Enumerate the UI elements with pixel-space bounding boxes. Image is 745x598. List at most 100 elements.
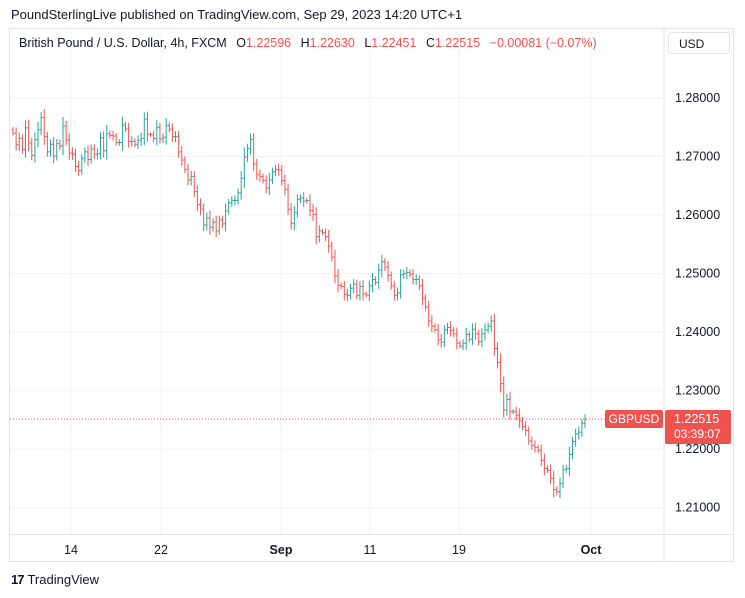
ohlc-bar: [77, 161, 81, 176]
ohlc-bar: [208, 210, 212, 235]
ohlc-bar: [474, 323, 478, 341]
legend-change: −0.00081 (−0.07%): [489, 36, 597, 50]
ohlc-bar: [180, 145, 184, 167]
ohlc-bar: [58, 139, 62, 151]
ohlc-bar: [158, 122, 162, 144]
ohlc-bar: [399, 268, 403, 299]
legend-low-value: 1.22451: [371, 36, 417, 50]
legend-open-label: O: [236, 36, 246, 50]
ohlc-bar: [570, 436, 574, 460]
ohlc-bar: [39, 111, 43, 135]
y-tick-label: 1.27000: [675, 150, 720, 164]
ohlc-bar: [520, 417, 524, 431]
ohlc-bar: [233, 195, 237, 206]
ohlc-bar: [452, 326, 456, 338]
ohlc-bar: [314, 207, 318, 245]
ohlc-bar: [352, 278, 356, 294]
ohlc-bar: [461, 339, 465, 351]
ohlc-bar: [495, 342, 499, 369]
ohlc-bar: [552, 470, 556, 498]
legend-high-value: 1.22630: [309, 36, 355, 50]
y-tick-label: 1.22000: [675, 442, 720, 456]
ohlc-bar: [342, 280, 346, 301]
ohlc-bar: [102, 131, 106, 158]
ohlc-bar: [317, 225, 321, 243]
ohlc-bar: [389, 271, 393, 290]
ohlc-bar: [577, 426, 581, 440]
ohlc-bar: [27, 119, 31, 152]
ohlc-bar: [170, 123, 174, 143]
ohlc-bar: [539, 444, 543, 466]
ohlc-bar: [20, 134, 24, 154]
y-tick-label: 1.21000: [675, 501, 720, 515]
ohlc-bar: [42, 109, 46, 145]
ohlc-bar: [124, 121, 128, 133]
ohlc-bar: [74, 148, 78, 172]
ohlc-bar: [92, 144, 96, 159]
ohlc-bar: [377, 263, 381, 289]
x-tick-label: Sep: [270, 543, 293, 557]
y-tick-label: 1.25000: [675, 267, 720, 281]
ohlc-bar: [227, 199, 231, 215]
ohlc-bar: [270, 167, 274, 185]
ohlc-bar: [99, 132, 103, 160]
ohlc-bar: [536, 444, 540, 454]
ohlc-bar: [380, 254, 384, 278]
ohlc-bar: [417, 275, 421, 291]
ohlc-bar: [130, 136, 134, 147]
ohlc-bar: [267, 173, 271, 195]
footer-brand[interactable]: 17 TradingView: [11, 572, 99, 587]
ohlc-bar: [477, 329, 481, 346]
ohlc-bar: [149, 132, 153, 137]
ohlc-bar: [155, 120, 159, 146]
ohlc-bar: [70, 147, 74, 161]
ohlc-bar: [583, 414, 587, 429]
ohlc-bar: [361, 280, 365, 301]
ohlc-bar: [499, 353, 503, 393]
ohlc-bar: [14, 127, 18, 151]
ohlc-bar: [470, 323, 474, 345]
ohlc-bar: [89, 144, 93, 164]
legend-high-label: H: [300, 36, 310, 50]
ohlc-bar: [152, 130, 156, 143]
ohlc-bar: [136, 135, 140, 150]
price-tag-value: 1.22515: [674, 412, 719, 426]
ohlc-bar: [127, 122, 131, 148]
ohlc-bar: [295, 194, 299, 218]
ohlc-bar: [527, 426, 531, 445]
ohlc-bar: [514, 406, 518, 420]
symbol-tag-label: GBPUSD: [609, 412, 660, 426]
y-tick-label: 1.26000: [675, 208, 720, 222]
ohlc-bar: [120, 116, 124, 151]
ohlc-bar: [411, 269, 415, 285]
ohlc-bar: [433, 323, 437, 333]
ohlc-bar: [83, 147, 87, 163]
ohlc-bar: [442, 324, 446, 348]
x-tick-label: 22: [154, 543, 168, 557]
ohlc-bar: [311, 203, 315, 221]
ohlc-bar: [324, 228, 328, 241]
ohlc-bar: [480, 328, 484, 348]
ohlc-bar: [195, 185, 199, 211]
ohlc-bar: [258, 169, 262, 182]
ohlc-bar: [105, 124, 109, 160]
ohlc-bar: [327, 230, 331, 253]
ohlc-bar: [145, 111, 149, 142]
ohlc-bar: [414, 273, 418, 286]
currency-button[interactable]: USD: [668, 32, 730, 54]
ohlc-bar: [199, 198, 203, 216]
ohlc-bar: [277, 163, 281, 176]
ohlc-bar: [174, 131, 178, 143]
ohlc-bar: [30, 138, 34, 161]
ohlc-bar: [567, 446, 571, 477]
y-tick-label: 1.23000: [675, 384, 720, 398]
ohlc-bar: [458, 340, 462, 349]
ohlc-bar: [405, 266, 409, 280]
ohlc-bar: [364, 291, 368, 298]
ohlc-bar: [192, 171, 196, 197]
ohlc-bar: [183, 156, 187, 174]
ohlc-bar: [133, 138, 137, 148]
ohlc-bar: [36, 122, 40, 148]
ohlc-bar: [252, 132, 256, 171]
